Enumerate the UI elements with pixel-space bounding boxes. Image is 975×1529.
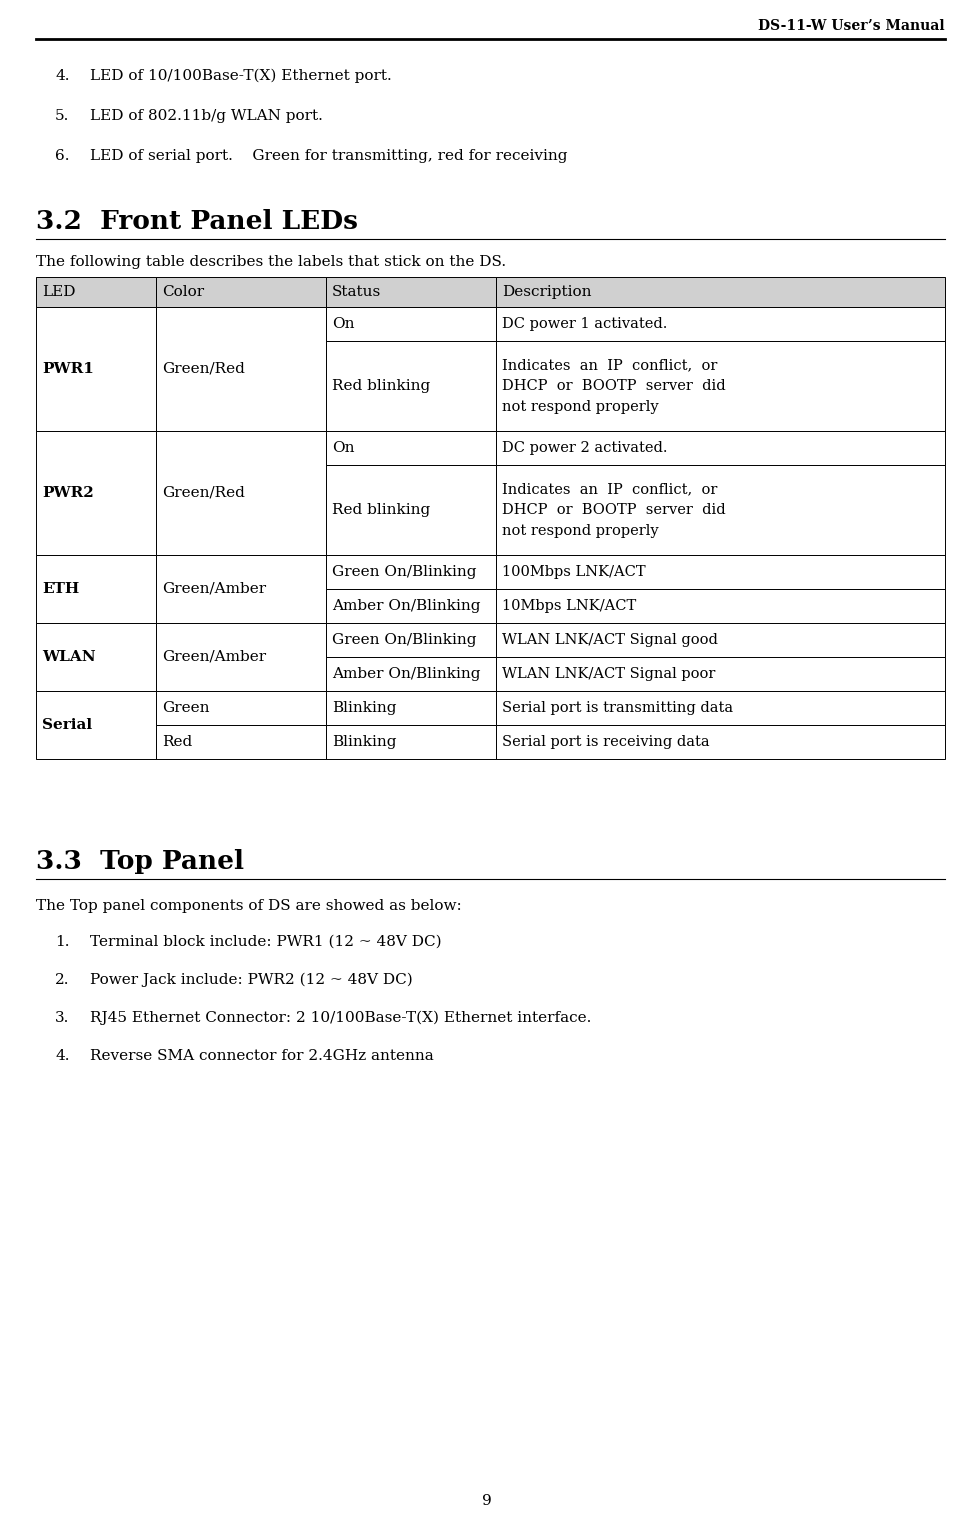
Bar: [496, 307, 945, 341]
Text: PWR1: PWR1: [42, 362, 94, 376]
Text: On: On: [332, 317, 355, 330]
Bar: [496, 622, 945, 657]
Text: Green On/Blinking: Green On/Blinking: [332, 633, 477, 647]
Bar: [496, 657, 945, 691]
Text: LED of serial port.    Green for transmitting, red for receiving: LED of serial port. Green for transmitti…: [90, 148, 567, 164]
Text: Terminal block include: PWR1 (12 ~ 48V DC): Terminal block include: PWR1 (12 ~ 48V D…: [90, 936, 442, 950]
Bar: [156, 691, 326, 725]
Text: Green/Red: Green/Red: [162, 486, 245, 500]
Text: The Top panel components of DS are showed as below:: The Top panel components of DS are showe…: [36, 899, 462, 913]
Text: Serial: Serial: [42, 719, 92, 732]
Text: 6.: 6.: [55, 148, 69, 164]
Bar: [326, 622, 496, 657]
Bar: [36, 277, 156, 307]
Text: WLAN LNK/ACT Signal poor: WLAN LNK/ACT Signal poor: [502, 667, 716, 680]
Text: 9: 9: [482, 1494, 491, 1508]
Bar: [156, 307, 326, 431]
Bar: [36, 622, 156, 691]
Text: Reverse SMA connector for 2.4GHz antenna: Reverse SMA connector for 2.4GHz antenna: [90, 1049, 434, 1063]
Text: 3.3  Top Panel: 3.3 Top Panel: [36, 849, 244, 875]
Bar: [36, 691, 156, 758]
Text: 4.: 4.: [55, 1049, 69, 1063]
Text: PWR2: PWR2: [42, 486, 94, 500]
Text: DC power 2 activated.: DC power 2 activated.: [502, 440, 668, 456]
Text: Green/Amber: Green/Amber: [162, 583, 266, 596]
Text: Green/Amber: Green/Amber: [162, 650, 266, 664]
Text: 1.: 1.: [55, 936, 69, 950]
Bar: [326, 725, 496, 758]
Bar: [496, 691, 945, 725]
Text: DS-11-W User’s Manual: DS-11-W User’s Manual: [759, 18, 945, 34]
Bar: [156, 725, 326, 758]
Text: Amber On/Blinking: Amber On/Blinking: [332, 599, 481, 613]
Text: LED of 10/100Base-T(X) Ethernet port.: LED of 10/100Base-T(X) Ethernet port.: [90, 69, 392, 84]
Text: WLAN LNK/ACT Signal good: WLAN LNK/ACT Signal good: [502, 633, 718, 647]
Text: WLAN: WLAN: [42, 650, 96, 664]
Bar: [326, 465, 496, 555]
Bar: [326, 691, 496, 725]
Bar: [496, 277, 945, 307]
Text: 5.: 5.: [55, 109, 69, 122]
Text: The following table describes the labels that stick on the DS.: The following table describes the labels…: [36, 255, 506, 269]
Text: 100Mbps LNK/ACT: 100Mbps LNK/ACT: [502, 566, 645, 579]
Bar: [156, 431, 326, 555]
Bar: [326, 341, 496, 431]
Text: 3.2  Front Panel LEDs: 3.2 Front Panel LEDs: [36, 209, 358, 234]
Text: Red: Red: [162, 735, 192, 749]
Text: ETH: ETH: [42, 583, 79, 596]
Text: Indicates  an  IP  conflict,  or
DHCP  or  BOOTP  server  did
not respond proper: Indicates an IP conflict, or DHCP or BOO…: [502, 358, 725, 414]
Text: Green/Red: Green/Red: [162, 362, 245, 376]
Text: Indicates  an  IP  conflict,  or
DHCP  or  BOOTP  server  did
not respond proper: Indicates an IP conflict, or DHCP or BOO…: [502, 483, 725, 538]
Bar: [156, 555, 326, 622]
Bar: [36, 307, 156, 431]
Bar: [496, 341, 945, 431]
Bar: [326, 555, 496, 589]
Text: 10Mbps LNK/ACT: 10Mbps LNK/ACT: [502, 599, 637, 613]
Text: Blinking: Blinking: [332, 735, 397, 749]
Text: 2.: 2.: [55, 972, 69, 988]
Text: Amber On/Blinking: Amber On/Blinking: [332, 667, 481, 680]
Text: Description: Description: [502, 284, 592, 300]
Text: Serial port is receiving data: Serial port is receiving data: [502, 735, 710, 749]
Bar: [496, 725, 945, 758]
Text: 3.: 3.: [55, 1011, 69, 1024]
Bar: [156, 277, 326, 307]
Text: Color: Color: [162, 284, 204, 300]
Bar: [156, 622, 326, 691]
Text: On: On: [332, 440, 355, 456]
Bar: [36, 431, 156, 555]
Text: 4.: 4.: [55, 69, 69, 83]
Text: Green: Green: [162, 700, 210, 716]
Text: Blinking: Blinking: [332, 700, 397, 716]
Bar: [326, 307, 496, 341]
Text: Status: Status: [332, 284, 381, 300]
Text: Power Jack include: PWR2 (12 ~ 48V DC): Power Jack include: PWR2 (12 ~ 48V DC): [90, 972, 412, 988]
Text: Serial port is transmitting data: Serial port is transmitting data: [502, 700, 733, 716]
Bar: [496, 555, 945, 589]
Text: LED of 802.11b/g WLAN port.: LED of 802.11b/g WLAN port.: [90, 109, 323, 122]
Bar: [326, 657, 496, 691]
Text: Red blinking: Red blinking: [332, 503, 430, 517]
Bar: [326, 277, 496, 307]
Bar: [496, 431, 945, 465]
Text: Red blinking: Red blinking: [332, 379, 430, 393]
Bar: [36, 555, 156, 622]
Text: DC power 1 activated.: DC power 1 activated.: [502, 317, 667, 330]
Bar: [326, 431, 496, 465]
Text: Green On/Blinking: Green On/Blinking: [332, 566, 477, 579]
Bar: [326, 589, 496, 622]
Bar: [496, 465, 945, 555]
Bar: [496, 589, 945, 622]
Text: RJ45 Ethernet Connector: 2 10/100Base-T(X) Ethernet interface.: RJ45 Ethernet Connector: 2 10/100Base-T(…: [90, 1011, 592, 1026]
Text: LED: LED: [42, 284, 75, 300]
